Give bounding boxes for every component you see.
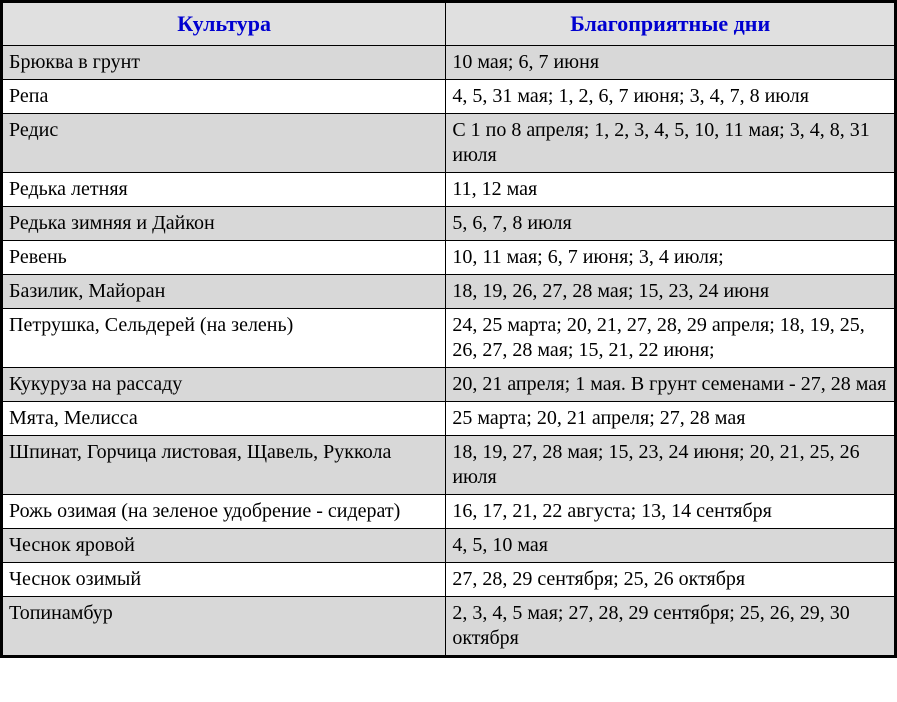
cell-crop: Базилик, Майоран: [3, 274, 446, 308]
table-row: Мята, Мелисса 25 марта; 20, 21 апреля; 2…: [3, 401, 895, 435]
cell-crop: Чеснок яровой: [3, 528, 446, 562]
cell-days: 4, 5, 31 мая; 1, 2, 6, 7 июня; 3, 4, 7, …: [446, 79, 895, 113]
cell-days: 11, 12 мая: [446, 172, 895, 206]
table-row: Шпинат, Горчица листовая, Щавель, Руккол…: [3, 435, 895, 494]
cell-crop: Редис: [3, 113, 446, 172]
table-row: Чеснок озимый 27, 28, 29 сентября; 25, 2…: [3, 562, 895, 596]
table-row: Брюква в грунт 10 мая; 6, 7 июня: [3, 45, 895, 79]
table-row: Ревень 10, 11 мая; 6, 7 июня; 3, 4 июля;: [3, 240, 895, 274]
table-row: Топинамбур 2, 3, 4, 5 мая; 27, 28, 29 се…: [3, 596, 895, 655]
table-row: Петрушка, Сельдерей (на зелень) 24, 25 м…: [3, 308, 895, 367]
header-days: Благоприятные дни: [446, 3, 895, 46]
cell-days: 10, 11 мая; 6, 7 июня; 3, 4 июля;: [446, 240, 895, 274]
cell-crop: Петрушка, Сельдерей (на зелень): [3, 308, 446, 367]
cell-crop: Рожь озимая (на зеленое удобрение - сиде…: [3, 494, 446, 528]
table-row: Редька зимняя и Дайкон 5, 6, 7, 8 июля: [3, 206, 895, 240]
cell-crop: Репа: [3, 79, 446, 113]
table-header-row: Культура Благоприятные дни: [3, 3, 895, 46]
cell-days: 5, 6, 7, 8 июля: [446, 206, 895, 240]
planting-calendar-table: Культура Благоприятные дни Брюква в грун…: [2, 2, 895, 656]
cell-days: 25 марта; 20, 21 апреля; 27, 28 мая: [446, 401, 895, 435]
cell-crop: Кукуруза на рассаду: [3, 367, 446, 401]
cell-crop: Чеснок озимый: [3, 562, 446, 596]
table-row: Чеснок яровой 4, 5, 10 мая: [3, 528, 895, 562]
header-crop: Культура: [3, 3, 446, 46]
table-row: Кукуруза на рассаду 20, 21 апреля; 1 мая…: [3, 367, 895, 401]
table-row: Редька летняя 11, 12 мая: [3, 172, 895, 206]
cell-crop: Мята, Мелисса: [3, 401, 446, 435]
table-row: Репа 4, 5, 31 мая; 1, 2, 6, 7 июня; 3, 4…: [3, 79, 895, 113]
cell-days: 18, 19, 26, 27, 28 мая; 15, 23, 24 июня: [446, 274, 895, 308]
cell-days: 10 мая; 6, 7 июня: [446, 45, 895, 79]
cell-days: 4, 5, 10 мая: [446, 528, 895, 562]
cell-days: 16, 17, 21, 22 августа; 13, 14 сентября: [446, 494, 895, 528]
table-row: Рожь озимая (на зеленое удобрение - сиде…: [3, 494, 895, 528]
table-body: Брюква в грунт 10 мая; 6, 7 июня Репа 4,…: [3, 45, 895, 655]
cell-days: 20, 21 апреля; 1 мая. В грунт семенами -…: [446, 367, 895, 401]
cell-crop: Брюква в грунт: [3, 45, 446, 79]
cell-crop: Топинамбур: [3, 596, 446, 655]
table-row: Редис С 1 по 8 апреля; 1, 2, 3, 4, 5, 10…: [3, 113, 895, 172]
cell-crop: Шпинат, Горчица листовая, Щавель, Руккол…: [3, 435, 446, 494]
table-row: Базилик, Майоран 18, 19, 26, 27, 28 мая;…: [3, 274, 895, 308]
planting-calendar-table-container: Культура Благоприятные дни Брюква в грун…: [0, 0, 897, 658]
cell-crop: Ревень: [3, 240, 446, 274]
cell-days: 24, 25 марта; 20, 21, 27, 28, 29 апреля;…: [446, 308, 895, 367]
cell-days: 18, 19, 27, 28 мая; 15, 23, 24 июня; 20,…: [446, 435, 895, 494]
cell-days: С 1 по 8 апреля; 1, 2, 3, 4, 5, 10, 11 м…: [446, 113, 895, 172]
cell-crop: Редька зимняя и Дайкон: [3, 206, 446, 240]
cell-days: 27, 28, 29 сентября; 25, 26 октября: [446, 562, 895, 596]
cell-days: 2, 3, 4, 5 мая; 27, 28, 29 сентября; 25,…: [446, 596, 895, 655]
cell-crop: Редька летняя: [3, 172, 446, 206]
